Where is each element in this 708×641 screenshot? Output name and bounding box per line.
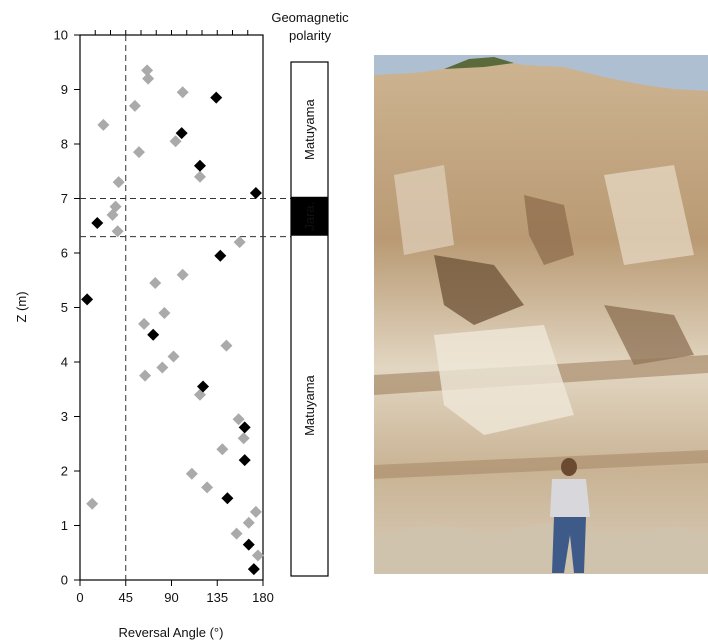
y-tick-label: 1 xyxy=(61,518,68,533)
data-point-grey xyxy=(242,516,255,529)
plot-frame xyxy=(79,34,264,581)
polarity-zone xyxy=(290,234,329,577)
polarity-bar-outline xyxy=(290,61,329,577)
y-axis-title: Z (m) xyxy=(14,291,29,322)
x-tick-label: 90 xyxy=(164,590,178,605)
data-point-grey xyxy=(249,505,262,518)
x-tick-label: 0 xyxy=(76,590,83,605)
data-point-grey xyxy=(158,306,171,319)
data-point-grey xyxy=(86,497,99,510)
x-axis: 0 45 90 135 180 xyxy=(76,30,274,605)
reference-lines xyxy=(80,35,291,580)
data-point-grey xyxy=(106,208,119,221)
data-point-black xyxy=(91,217,104,230)
data-point-grey xyxy=(97,118,110,131)
polarity-zone-label: Jara. xyxy=(302,202,317,231)
rock-shadow xyxy=(604,305,694,365)
y-tick-label: 7 xyxy=(61,191,68,206)
rock-shadow xyxy=(524,195,574,265)
data-point-grey xyxy=(232,413,245,426)
data-point-grey xyxy=(176,86,189,99)
y-tick-label: 6 xyxy=(61,246,68,261)
data-point-black xyxy=(238,454,251,467)
data-point-grey xyxy=(112,176,125,189)
data-point-grey xyxy=(185,467,198,480)
polarity-title-line2: polarity xyxy=(289,28,331,43)
data-point-black xyxy=(210,91,223,104)
data-point-grey xyxy=(128,99,141,112)
data-point-grey xyxy=(237,432,250,445)
data-point-black xyxy=(249,187,262,200)
data-point-black xyxy=(238,421,251,434)
polarity-title-line1: Geomagnetic xyxy=(271,10,349,25)
polarity-column: Geomagnetic polarity MatuyamaJara.Matuya… xyxy=(271,10,349,577)
data-point-grey xyxy=(169,135,182,148)
outcrop-photo-drawing xyxy=(374,55,708,574)
data-point-black xyxy=(147,328,160,341)
x-tick-label: 180 xyxy=(252,590,274,605)
data-point-black xyxy=(193,159,206,172)
y-tick-label: 0 xyxy=(61,573,68,588)
data-point-grey xyxy=(230,527,243,540)
data-point-grey xyxy=(220,339,233,352)
data-point-grey xyxy=(138,317,151,330)
data-point-grey xyxy=(142,72,155,85)
y-tick-label: 3 xyxy=(61,409,68,424)
y-tick-label: 5 xyxy=(61,300,68,315)
data-point-black xyxy=(81,293,94,306)
y-axis: 0 1 2 3 4 5 6 7 8 9 10 xyxy=(54,28,80,588)
data-point-grey xyxy=(193,170,206,183)
polarity-zone xyxy=(290,196,329,236)
boulders xyxy=(374,523,708,574)
data-point-black xyxy=(197,380,210,393)
data-point-black xyxy=(242,538,255,551)
rock-shadow xyxy=(434,255,524,325)
data-point-black xyxy=(247,563,260,576)
data-point-grey xyxy=(149,276,162,289)
y-tick-label: 8 xyxy=(61,137,68,152)
outcrop-photo xyxy=(374,55,708,574)
polarity-zones: Matuyama Jara. Matuyama xyxy=(290,61,329,577)
data-point-grey xyxy=(176,268,189,281)
data-point-grey xyxy=(233,236,246,249)
data-point-black xyxy=(214,249,227,262)
rock-highlight xyxy=(604,165,694,265)
data-point-grey xyxy=(111,225,124,238)
data-point-black xyxy=(175,127,188,140)
data-point-grey xyxy=(216,443,229,456)
vegetation xyxy=(444,57,514,69)
rock-highlight xyxy=(434,325,574,435)
data-point-grey xyxy=(156,361,169,374)
polarity-zone-label: Matuyama xyxy=(302,99,317,160)
y-tick-label: 10 xyxy=(54,28,68,43)
data-point-grey xyxy=(141,64,154,77)
data-point-grey xyxy=(139,369,152,382)
rock-highlight xyxy=(394,165,454,255)
y-tick-label: 2 xyxy=(61,464,68,479)
x-tick-label: 135 xyxy=(206,590,228,605)
data-point-grey xyxy=(201,481,214,494)
data-point-grey xyxy=(132,146,145,159)
data-point-grey xyxy=(251,549,264,562)
polarity-zone-label: Matuyama xyxy=(302,374,317,435)
rock-band xyxy=(374,450,708,479)
y-tick-label: 9 xyxy=(61,82,68,97)
y-tick-label: 4 xyxy=(61,355,68,370)
x-tick-label: 45 xyxy=(119,590,133,605)
data-point-black xyxy=(221,492,234,505)
data-point-grey xyxy=(167,350,180,363)
data-points xyxy=(81,64,264,576)
x-axis-title: Reversal Angle (°) xyxy=(119,625,224,640)
person xyxy=(550,458,590,573)
